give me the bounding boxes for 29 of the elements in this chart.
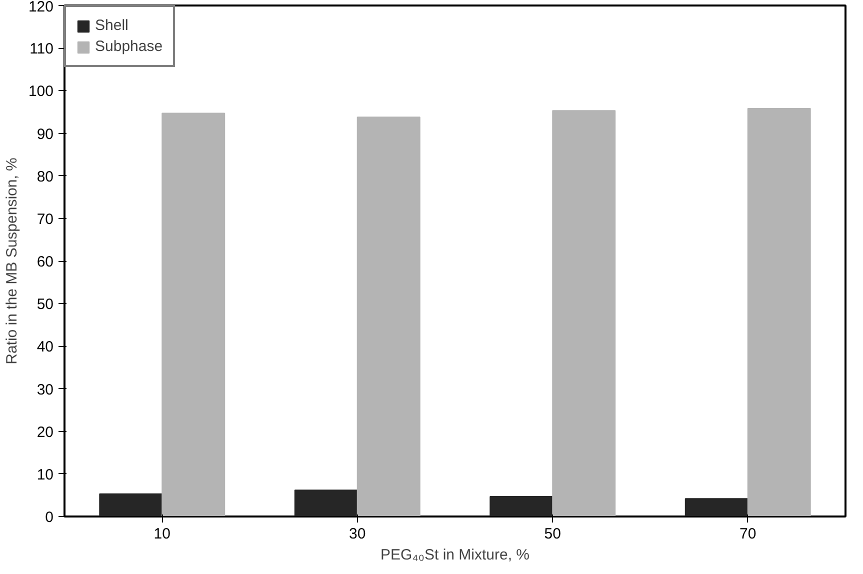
x-axis-title: PEG₄₀St in Mixture, % <box>380 546 530 564</box>
x-tick-label: 50 <box>544 526 561 542</box>
bar <box>747 108 811 516</box>
y-tick-label: 110 <box>30 40 54 58</box>
bar <box>684 498 748 516</box>
y-tick-label: 20 <box>36 424 54 441</box>
y-tick-label: 80 <box>36 168 54 186</box>
y-tick-label: 90 <box>36 126 54 143</box>
y-tick-label: 30 <box>36 381 54 398</box>
bar <box>162 112 226 516</box>
x-tick-label: 30 <box>349 526 366 542</box>
bar <box>490 496 554 516</box>
y-tick-label: 70 <box>36 210 54 228</box>
x-tick-label: 10 <box>154 526 170 542</box>
bar <box>99 493 163 516</box>
legend-label: Subphase <box>95 38 163 55</box>
y-tick-label: 50 <box>36 296 54 314</box>
bar <box>552 110 616 516</box>
y-axis-title: Ratio in the MB Suspension, % <box>3 158 20 364</box>
y-tick-label: 120 <box>28 0 54 16</box>
legend-label: Shell <box>95 17 128 34</box>
x-tick-label: 70 <box>740 526 756 542</box>
y-tick-label: 100 <box>28 83 54 100</box>
y-tick-label: 40 <box>36 338 54 356</box>
y-tick-label: 10 <box>36 466 54 484</box>
bar <box>294 490 358 516</box>
y-tick-label: 60 <box>36 254 54 270</box>
bar <box>356 116 420 516</box>
y-tick-label: 0 <box>45 509 54 526</box>
